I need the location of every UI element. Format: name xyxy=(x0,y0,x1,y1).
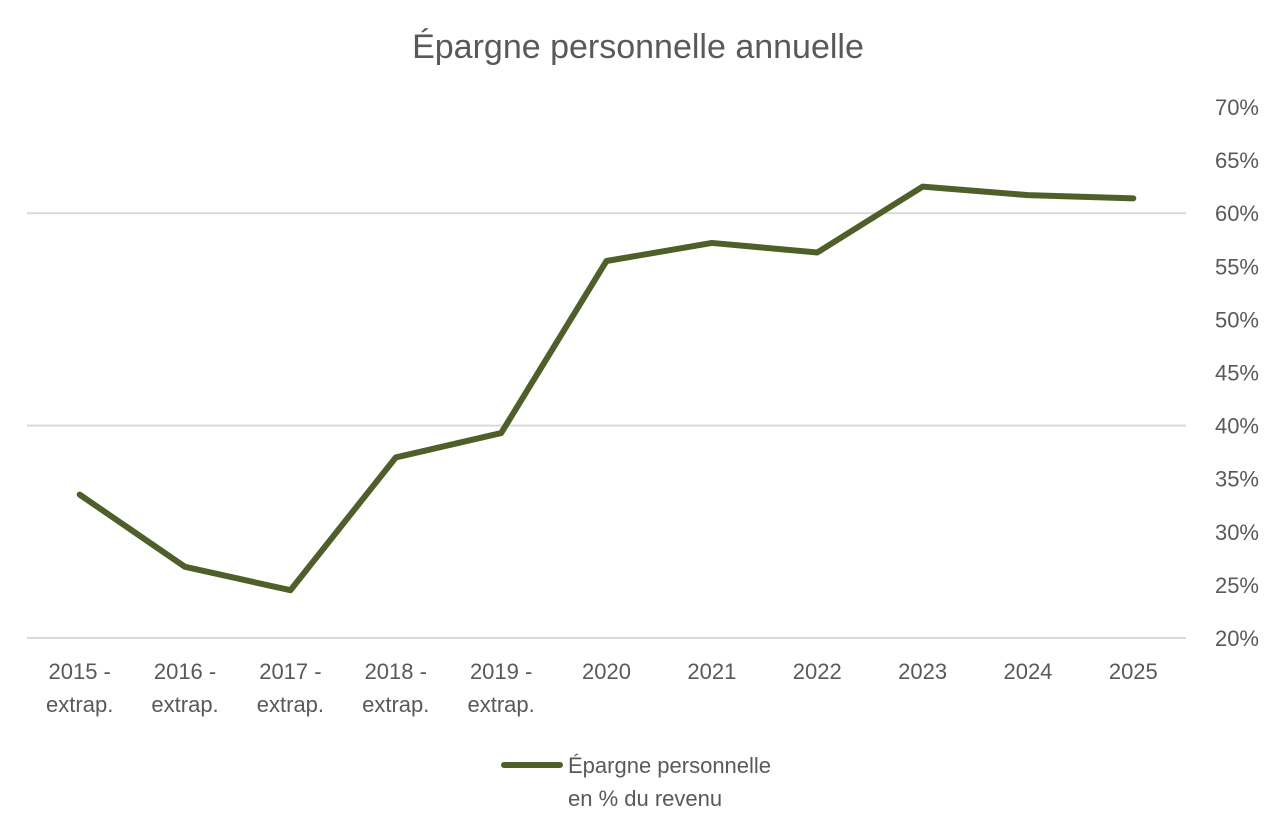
x-tick-label: 2016 -extrap. xyxy=(151,659,218,717)
chart-title: Épargne personnelle annuelle xyxy=(412,28,864,66)
y-tick-label: 50% xyxy=(1215,307,1259,332)
y-tick-label: 25% xyxy=(1215,573,1259,598)
y-tick-label: 35% xyxy=(1215,467,1259,492)
x-tick-label: 2021 xyxy=(687,659,736,684)
x-tick-label: 2022 xyxy=(793,659,842,684)
x-tick-label: 2024 xyxy=(1003,659,1052,684)
series-line xyxy=(76,183,1137,594)
x-tick-label: 2015 -extrap. xyxy=(46,659,113,717)
y-tick-label: 30% xyxy=(1215,520,1259,545)
x-tick-label: 2018 -extrap. xyxy=(362,659,429,717)
y-tick-label: 55% xyxy=(1215,254,1259,279)
series-lines xyxy=(76,183,1137,594)
y-tick-label: 40% xyxy=(1215,414,1259,439)
y-tick-label: 70% xyxy=(1215,95,1259,120)
y-tick-label: 65% xyxy=(1215,148,1259,173)
gridlines xyxy=(27,212,1186,639)
x-tick-label: 2023 xyxy=(898,659,947,684)
y-tick-label: 20% xyxy=(1215,626,1259,651)
y-tick-label: 45% xyxy=(1215,361,1259,386)
x-tick-label: 2017 -extrap. xyxy=(257,659,324,717)
x-tick-label: 2020 xyxy=(582,659,631,684)
legend: Épargne personnelle en % du revenu xyxy=(501,753,771,811)
x-tick-label: 2025 xyxy=(1109,659,1158,684)
x-tick-label: 2019 -extrap. xyxy=(468,659,535,717)
x-axis-ticks: 2015 -extrap. 2016 -extrap. 2017 -extrap. 2… xyxy=(46,659,1158,717)
legend-label: Épargne personnelle en % du revenu xyxy=(568,753,771,811)
y-axis-ticks: 20% 25% 30% 35% 40% 45% 50% 55% 60% 65% 70% xyxy=(1215,95,1259,651)
y-tick-label: 60% xyxy=(1215,201,1259,226)
